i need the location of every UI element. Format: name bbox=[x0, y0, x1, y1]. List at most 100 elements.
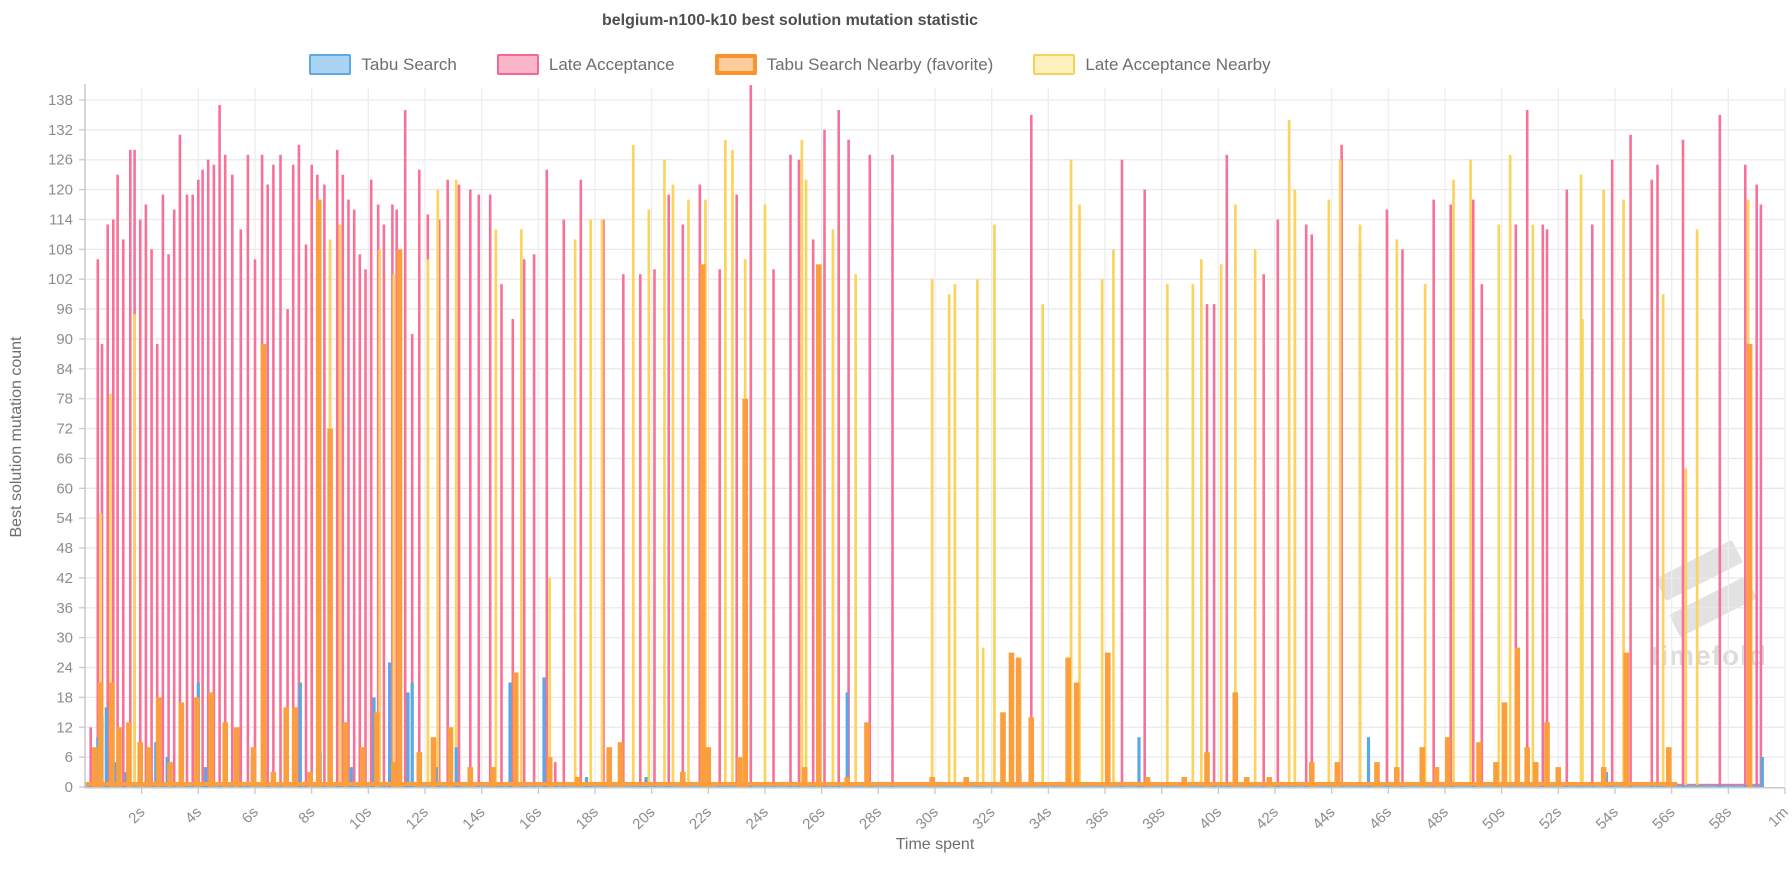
bar bbox=[1120, 159, 1124, 787]
bar bbox=[1508, 154, 1512, 788]
y-tick-label: 84 bbox=[56, 361, 73, 378]
bar bbox=[1065, 657, 1071, 787]
bar bbox=[1423, 284, 1427, 787]
bar bbox=[113, 762, 117, 787]
bar bbox=[161, 194, 165, 788]
bar bbox=[1041, 304, 1044, 787]
axes bbox=[79, 84, 1786, 794]
bar bbox=[392, 274, 396, 787]
bar bbox=[1137, 737, 1141, 787]
bar bbox=[374, 712, 380, 787]
bar bbox=[1219, 264, 1223, 787]
bar bbox=[223, 154, 227, 788]
bar bbox=[763, 204, 767, 787]
bar bbox=[129, 149, 132, 788]
bar bbox=[1073, 682, 1080, 787]
bar bbox=[298, 682, 302, 787]
x-tick-label: 38s bbox=[1139, 804, 1168, 833]
bar bbox=[1112, 249, 1115, 788]
bar bbox=[1602, 189, 1605, 788]
bar bbox=[522, 259, 526, 787]
gridlines bbox=[85, 88, 1786, 787]
bar bbox=[1531, 224, 1535, 787]
bar bbox=[155, 697, 162, 787]
bar bbox=[1449, 204, 1452, 787]
bar bbox=[562, 219, 566, 787]
legend-label: Tabu Search bbox=[361, 54, 457, 74]
bar bbox=[1419, 747, 1426, 787]
bar bbox=[270, 772, 277, 787]
bar bbox=[359, 747, 366, 787]
x-tick-label: 20s bbox=[629, 804, 658, 833]
bar bbox=[545, 169, 549, 787]
bar bbox=[172, 209, 176, 787]
y-tick-label: 0 bbox=[65, 779, 73, 796]
bar bbox=[639, 274, 642, 787]
bar bbox=[208, 692, 214, 787]
bar bbox=[122, 239, 125, 787]
bar bbox=[953, 284, 957, 787]
bar bbox=[1394, 767, 1400, 787]
y-tick-label: 12 bbox=[56, 719, 73, 736]
y-tick-label: 132 bbox=[48, 122, 73, 139]
bar bbox=[681, 224, 685, 787]
y-tick-label: 42 bbox=[56, 570, 73, 587]
bar bbox=[606, 747, 612, 787]
x-axis-title: Time spent bbox=[895, 836, 975, 853]
bar bbox=[112, 219, 115, 787]
bar bbox=[1514, 647, 1521, 787]
bar bbox=[231, 174, 234, 787]
series-baseline bbox=[85, 782, 1678, 786]
bar bbox=[1480, 284, 1484, 787]
bar bbox=[631, 144, 635, 788]
bar bbox=[1338, 159, 1342, 787]
x-tick-label: 44s bbox=[1309, 804, 1338, 833]
bar bbox=[1234, 204, 1237, 787]
legend-item-tabu-search[interactable]: Tabu Search bbox=[309, 54, 457, 75]
bar bbox=[167, 254, 170, 788]
bar bbox=[126, 722, 132, 787]
bar bbox=[286, 309, 289, 787]
bar bbox=[388, 662, 392, 787]
legend-swatch-tabu-search-nearby bbox=[714, 54, 757, 75]
legend-item-tabu-search-nearby[interactable]: Tabu Search Nearby (favorite) bbox=[714, 54, 993, 75]
x-tick-label: 52s bbox=[1536, 804, 1565, 833]
bar bbox=[718, 269, 721, 787]
bar bbox=[304, 244, 308, 787]
legend-item-late-acceptance-nearby[interactable]: Late Acceptance Nearby bbox=[1033, 54, 1271, 75]
bar bbox=[222, 722, 228, 787]
bar bbox=[1287, 119, 1291, 787]
bar bbox=[89, 727, 92, 787]
bar bbox=[206, 159, 210, 787]
bar bbox=[1755, 184, 1758, 788]
bar bbox=[687, 199, 690, 788]
bar bbox=[1276, 219, 1280, 787]
bar bbox=[1212, 304, 1216, 787]
bar bbox=[600, 219, 604, 787]
series-tabu-search-nearby bbox=[85, 199, 1753, 788]
legend-label: Late Acceptance bbox=[548, 54, 675, 74]
bar bbox=[512, 672, 519, 787]
series-late-acceptance bbox=[85, 85, 1763, 788]
bar bbox=[1309, 762, 1315, 787]
bar bbox=[1100, 279, 1104, 787]
x-tick-label: 16s bbox=[516, 804, 545, 833]
bar bbox=[150, 249, 153, 788]
bar bbox=[315, 199, 322, 788]
bar bbox=[403, 110, 407, 787]
bar bbox=[218, 105, 221, 787]
bar bbox=[1695, 229, 1699, 787]
y-tick-label: 138 bbox=[48, 92, 73, 109]
x-tick-label: 22s bbox=[686, 804, 715, 833]
x-tick-label: 14s bbox=[459, 804, 488, 833]
bar bbox=[406, 692, 410, 787]
bar bbox=[154, 742, 158, 787]
bar bbox=[418, 169, 421, 787]
bar bbox=[1622, 199, 1625, 788]
bar bbox=[546, 757, 553, 787]
legend-item-late-acceptance[interactable]: Late Acceptance bbox=[496, 54, 675, 75]
bar bbox=[699, 264, 706, 787]
bar bbox=[993, 224, 996, 787]
y-tick-label: 6 bbox=[65, 749, 73, 766]
